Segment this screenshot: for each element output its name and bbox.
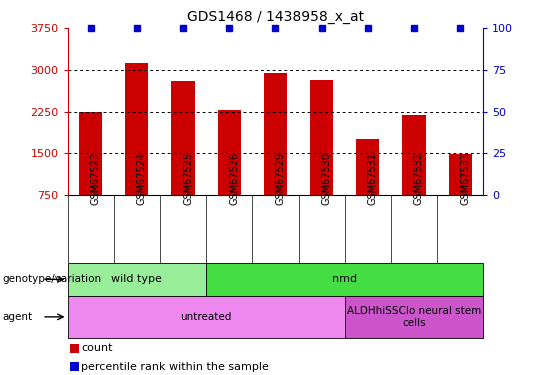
Text: wild type: wild type <box>111 274 162 284</box>
Text: GSM67533: GSM67533 <box>460 152 470 205</box>
Text: GSM67531: GSM67531 <box>368 152 378 205</box>
Title: GDS1468 / 1438958_x_at: GDS1468 / 1438958_x_at <box>187 10 364 24</box>
Text: count: count <box>81 343 112 353</box>
Text: untreated: untreated <box>180 312 232 322</box>
Text: GSM67524: GSM67524 <box>137 152 147 205</box>
Bar <box>206 262 483 296</box>
Text: nmd: nmd <box>332 274 357 284</box>
Text: GSM67526: GSM67526 <box>229 152 239 205</box>
Bar <box>172 81 194 195</box>
Bar <box>345 296 483 338</box>
Text: ALDHhiSSClo neural stem
cells: ALDHhiSSClo neural stem cells <box>347 306 481 328</box>
Bar <box>356 140 380 195</box>
Bar <box>402 116 426 195</box>
Text: GSM67530: GSM67530 <box>322 152 332 205</box>
Bar <box>68 262 206 296</box>
Text: GSM67529: GSM67529 <box>275 152 286 205</box>
Bar <box>264 73 287 195</box>
Text: percentile rank within the sample: percentile rank within the sample <box>81 362 269 372</box>
Bar <box>79 112 102 195</box>
Bar <box>218 110 241 195</box>
Bar <box>68 296 345 338</box>
Text: GSM67532: GSM67532 <box>414 152 424 205</box>
Bar <box>310 80 333 195</box>
Bar <box>449 154 472 195</box>
Text: agent: agent <box>3 312 33 322</box>
Text: GSM67525: GSM67525 <box>183 152 193 205</box>
Bar <box>125 63 148 195</box>
Text: genotype/variation: genotype/variation <box>3 274 102 284</box>
Text: GSM67523: GSM67523 <box>91 152 100 205</box>
